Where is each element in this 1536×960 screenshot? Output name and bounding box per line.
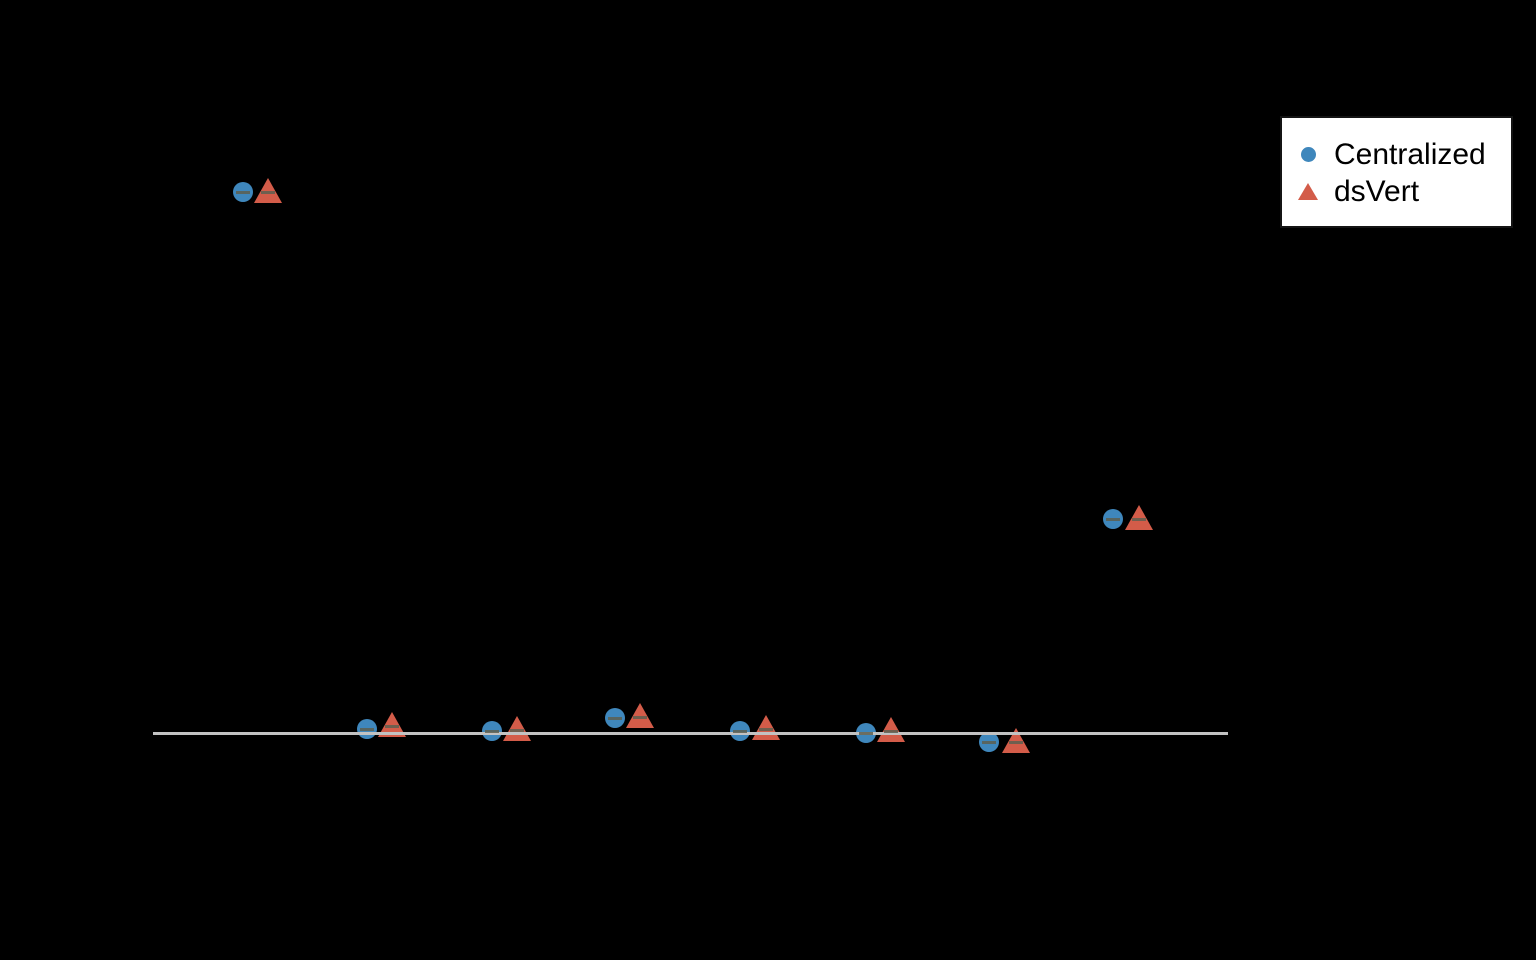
circle-marker-icon [1300, 147, 1316, 162]
zero-reference-line [153, 731, 1228, 735]
error-bar-dash [261, 190, 275, 194]
legend-marker-cell [1282, 183, 1334, 200]
error-bar-dash [884, 729, 898, 733]
error-bar-dash [1009, 740, 1023, 744]
legend-label-centralized: Centralized [1334, 137, 1486, 171]
error-bar-dash [1106, 517, 1120, 521]
legend: Centralized dsVert [1280, 116, 1513, 228]
error-bar-dash [608, 716, 622, 720]
error-bar-dash [633, 715, 647, 719]
error-bar-dash [236, 190, 250, 194]
legend-item-centralized: Centralized [1282, 136, 1511, 173]
error-bar-dash [510, 728, 524, 732]
error-bar-dash [982, 740, 996, 744]
error-bar-dash [759, 727, 773, 731]
legend-item-dsvert: dsVert [1282, 173, 1511, 210]
error-bar-dash [859, 731, 873, 735]
error-bar-dash [385, 724, 399, 728]
legend-marker-cell [1282, 147, 1334, 162]
error-bar-dash [485, 729, 499, 733]
error-bar-dash [360, 727, 374, 731]
triangle-marker-icon [1298, 183, 1318, 200]
error-bar-dash [733, 729, 747, 733]
error-bar-dash [1132, 517, 1146, 521]
legend-label-dsvert: dsVert [1334, 174, 1420, 208]
